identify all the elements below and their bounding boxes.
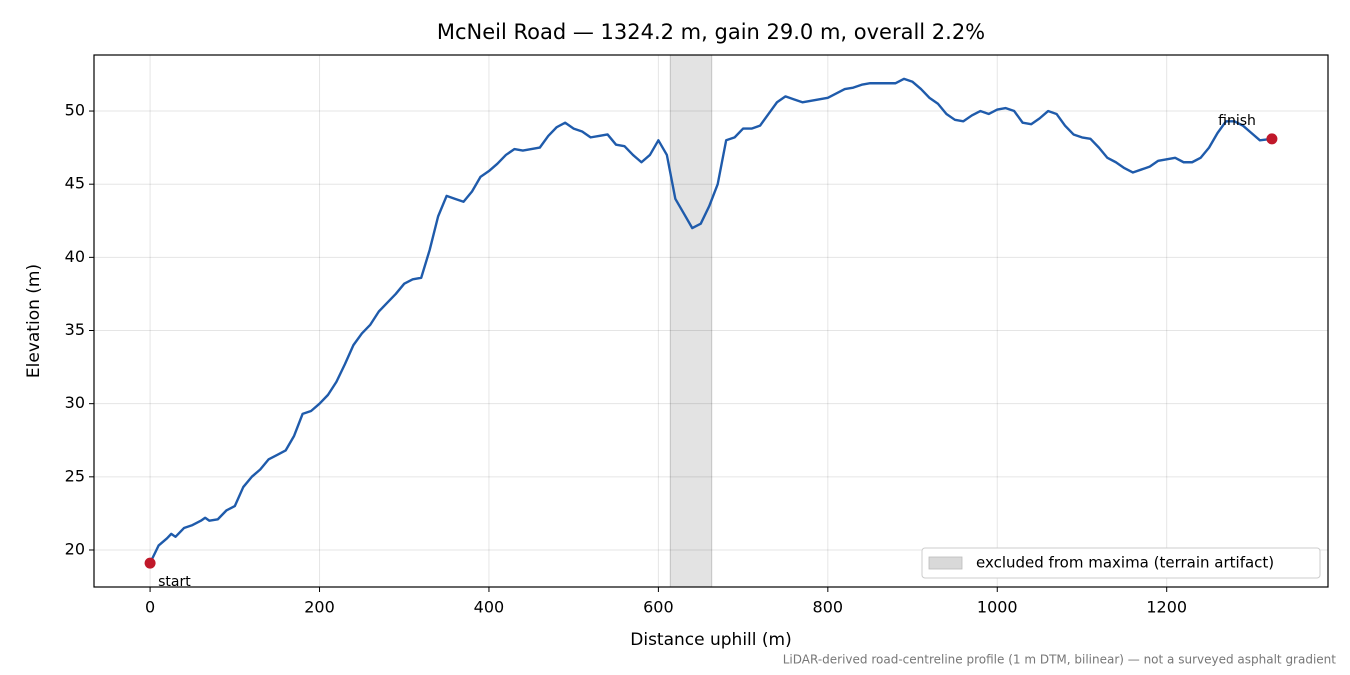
start-label: start bbox=[158, 574, 191, 590]
y-tick-label: 40 bbox=[65, 247, 85, 266]
y-tick-label: 50 bbox=[65, 101, 85, 120]
finish-label: finish bbox=[1218, 113, 1256, 129]
y-tick-label: 35 bbox=[65, 320, 85, 339]
plot-frame bbox=[93, 54, 1329, 588]
x-tick-label: 400 bbox=[474, 598, 505, 617]
y-tick-label: 25 bbox=[65, 466, 85, 485]
y-tick-label: 30 bbox=[65, 393, 85, 412]
x-tick-label: 600 bbox=[643, 598, 674, 617]
excluded-span bbox=[669, 54, 713, 588]
start-marker bbox=[144, 557, 156, 569]
legend-swatch bbox=[928, 556, 963, 570]
y-axis-label: Elevation (m) bbox=[24, 264, 44, 378]
finish-marker bbox=[1266, 133, 1278, 145]
x-axis-label: Distance uphill (m) bbox=[630, 630, 791, 650]
footnote: LiDAR-derived road-centreline profile (1… bbox=[783, 653, 1337, 667]
x-tick-label: 1200 bbox=[1146, 598, 1187, 617]
legend-label: excluded from maxima (terrain artifact) bbox=[976, 554, 1274, 572]
y-tick-label: 45 bbox=[65, 174, 85, 193]
legend-box bbox=[921, 547, 1321, 579]
chart-title: McNeil Road — 1324.2 m, gain 29.0 m, ove… bbox=[437, 20, 985, 44]
x-tick-label: 800 bbox=[813, 598, 844, 617]
x-tick-label: 0 bbox=[145, 598, 155, 617]
elevation-line bbox=[148, 77, 1273, 564]
x-tick-label: 200 bbox=[304, 598, 335, 617]
x-tick-label: 1000 bbox=[977, 598, 1018, 617]
y-tick-label: 20 bbox=[65, 539, 85, 558]
